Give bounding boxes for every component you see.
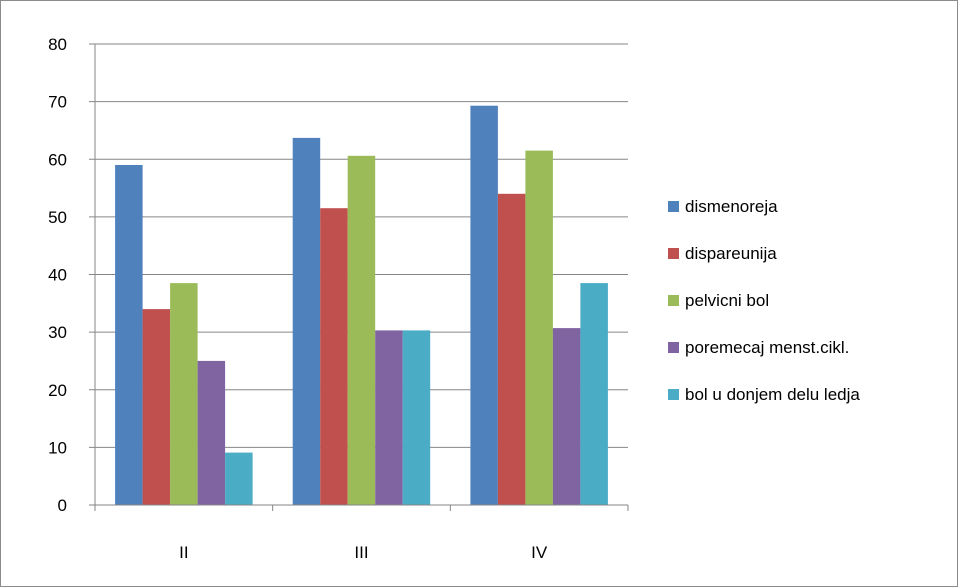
bar-dismenoreja-iv [470, 105, 498, 505]
y-tick-label: 60 [48, 150, 67, 169]
bar-dismenoreja-iii [292, 137, 321, 505]
y-tick-label: 80 [48, 35, 67, 54]
x-tick-label: IV [531, 543, 548, 562]
bar-pelvicni-bol-iv [525, 150, 553, 505]
bars [115, 105, 608, 506]
bar-dismenoreja-ii [115, 165, 143, 505]
y-tick-label: 30 [48, 323, 67, 342]
bar-poremecaj-menst-cikl--ii [197, 360, 226, 505]
x-axis-tick-labels: II III IV [179, 543, 548, 562]
bar-bol-u-donjem-delu-ledja-iv [580, 283, 608, 505]
legend-label: bol u donjem delu ledja [685, 385, 860, 404]
legend-swatch [668, 248, 679, 259]
y-tick-label: 40 [48, 266, 67, 285]
bar-dispareunija-iv [497, 193, 526, 506]
bar-poremecaj-menst-cikl--iii [375, 330, 403, 505]
bar-dispareunija-iii [320, 208, 348, 505]
y-tick-label: 0 [58, 496, 67, 515]
bar-poremecaj-menst-cikl--iv [552, 328, 581, 505]
legend-label: dismenoreja [685, 197, 778, 216]
bar-dispareunija-ii [142, 309, 171, 505]
y-tick-label: 10 [48, 438, 67, 457]
legend: dismenoreja dispareunija pelvicni bol porem… [668, 197, 860, 404]
x-tick-label: III [354, 543, 368, 562]
y-tick-label: 50 [48, 208, 67, 227]
bar-bol-u-donjem-delu-ledja-iii [402, 330, 431, 505]
y-axis-tick-labels: 0 10 20 30 40 50 60 70 80 [48, 35, 67, 515]
legend-label: poremecaj menst.cikl. [685, 338, 849, 357]
axes [94, 44, 629, 511]
x-tick-label: II [179, 543, 188, 562]
y-tick-label: 20 [48, 381, 67, 400]
legend-swatch [668, 342, 679, 353]
bar-pelvicni-bol-iii [347, 155, 376, 506]
legend-label: dispareunija [685, 244, 777, 263]
legend-label: pelvicni bol [685, 291, 769, 310]
legend-swatch [668, 201, 679, 212]
bar-bol-u-donjem-delu-ledja-ii [225, 452, 253, 505]
legend-swatch [668, 295, 679, 306]
legend-swatch [668, 389, 679, 400]
y-tick-label: 70 [48, 93, 67, 112]
bar-pelvicni-bol-ii [170, 283, 198, 505]
